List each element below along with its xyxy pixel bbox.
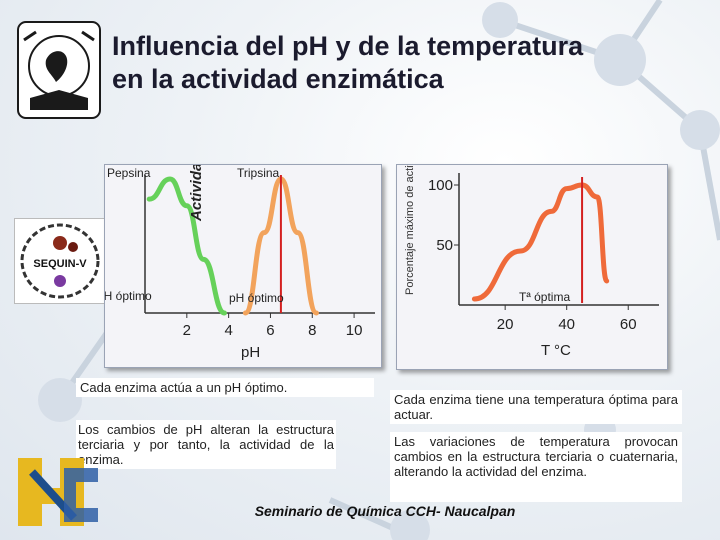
temperature-y-axis-label: Porcentaje máximo de actividad [404, 165, 416, 295]
ph-x-tick-label: 2 [183, 322, 191, 339]
temperature-x-tick-label: 40 [558, 316, 575, 333]
ph-optimum-label-tripsina: pH óptimo [229, 291, 284, 305]
sequin-logo: SEQUIN-V [14, 218, 106, 304]
temperature-x-axis-label: T °C [541, 342, 571, 359]
temperature-y-tick-label: 100 [428, 177, 453, 194]
ph-series-line-pepsina [146, 176, 227, 316]
ph-chart-series [146, 175, 319, 316]
ph-chart-axes [144, 175, 375, 314]
series-label-pepsina: Pepsina [107, 166, 151, 180]
temperature-chart-panel: 20 40 60 50 100 Porcentaje máximo de activid… [396, 164, 668, 370]
sequin-wordmark: SEQUIN-V [33, 258, 87, 270]
cch-naucalpan-logo [18, 458, 98, 526]
temperature-x-tick-label: 20 [497, 316, 514, 333]
ph-x-axis-label: pH [241, 344, 260, 361]
ph-y-axis-label: Actividad relativa [188, 165, 205, 222]
ph-optimum-label-pepsina: pH óptimo [105, 289, 152, 303]
title-line-2: en la actividad enzimática [112, 64, 444, 94]
caption-ph-optimum: Cada enzima actúa a un pH óptimo. [76, 378, 374, 397]
series-label-tripsina: Tripsina [237, 166, 280, 180]
ph-x-tick-label: 10 [346, 322, 363, 339]
ph-chart-panel: 2 4 6 8 10 Actividad relativa pH Pepsina Tri… [104, 164, 382, 368]
ph-chart-ticks: 2 4 6 8 10 [183, 313, 363, 339]
ph-activity-chart: 2 4 6 8 10 Actividad relativa pH Pepsina Tri… [105, 165, 375, 361]
unam-seal-logo [17, 21, 101, 119]
ph-x-tick-label: 8 [308, 322, 316, 339]
temperature-chart-series [471, 177, 610, 303]
temperature-x-tick-label: 60 [620, 316, 637, 333]
caption-temperature-optimum: Cada enzima tiene una temperatura óptima… [390, 390, 682, 424]
caption-ph-changes: Los cambios de pH alteran la estructura … [76, 420, 336, 469]
temperature-chart-ticks: 20 40 60 50 100 [428, 177, 637, 333]
temperature-chart-axes [458, 173, 659, 306]
caption-temperature-changes: Las variaciones de temperatura provocan … [390, 432, 682, 502]
temperature-optimum-label: Tª óptima [519, 290, 570, 304]
ph-x-tick-label: 6 [266, 322, 274, 339]
seminar-footer: Seminario de Química CCH- Naucalpan [254, 503, 516, 519]
title-line-1: Influencia del pH y de la temperatura [112, 31, 584, 61]
sequin-emblem: SEQUIN-V [20, 223, 100, 299]
temperature-series-line [471, 182, 610, 302]
temperature-activity-chart: 20 40 60 50 100 Porcentaje máximo de activid… [404, 165, 659, 359]
ph-x-tick-label: 4 [224, 322, 232, 339]
temperature-y-tick-label: 50 [436, 237, 453, 254]
slide-title: Influencia del pH y de la temperatura en… [112, 30, 712, 96]
